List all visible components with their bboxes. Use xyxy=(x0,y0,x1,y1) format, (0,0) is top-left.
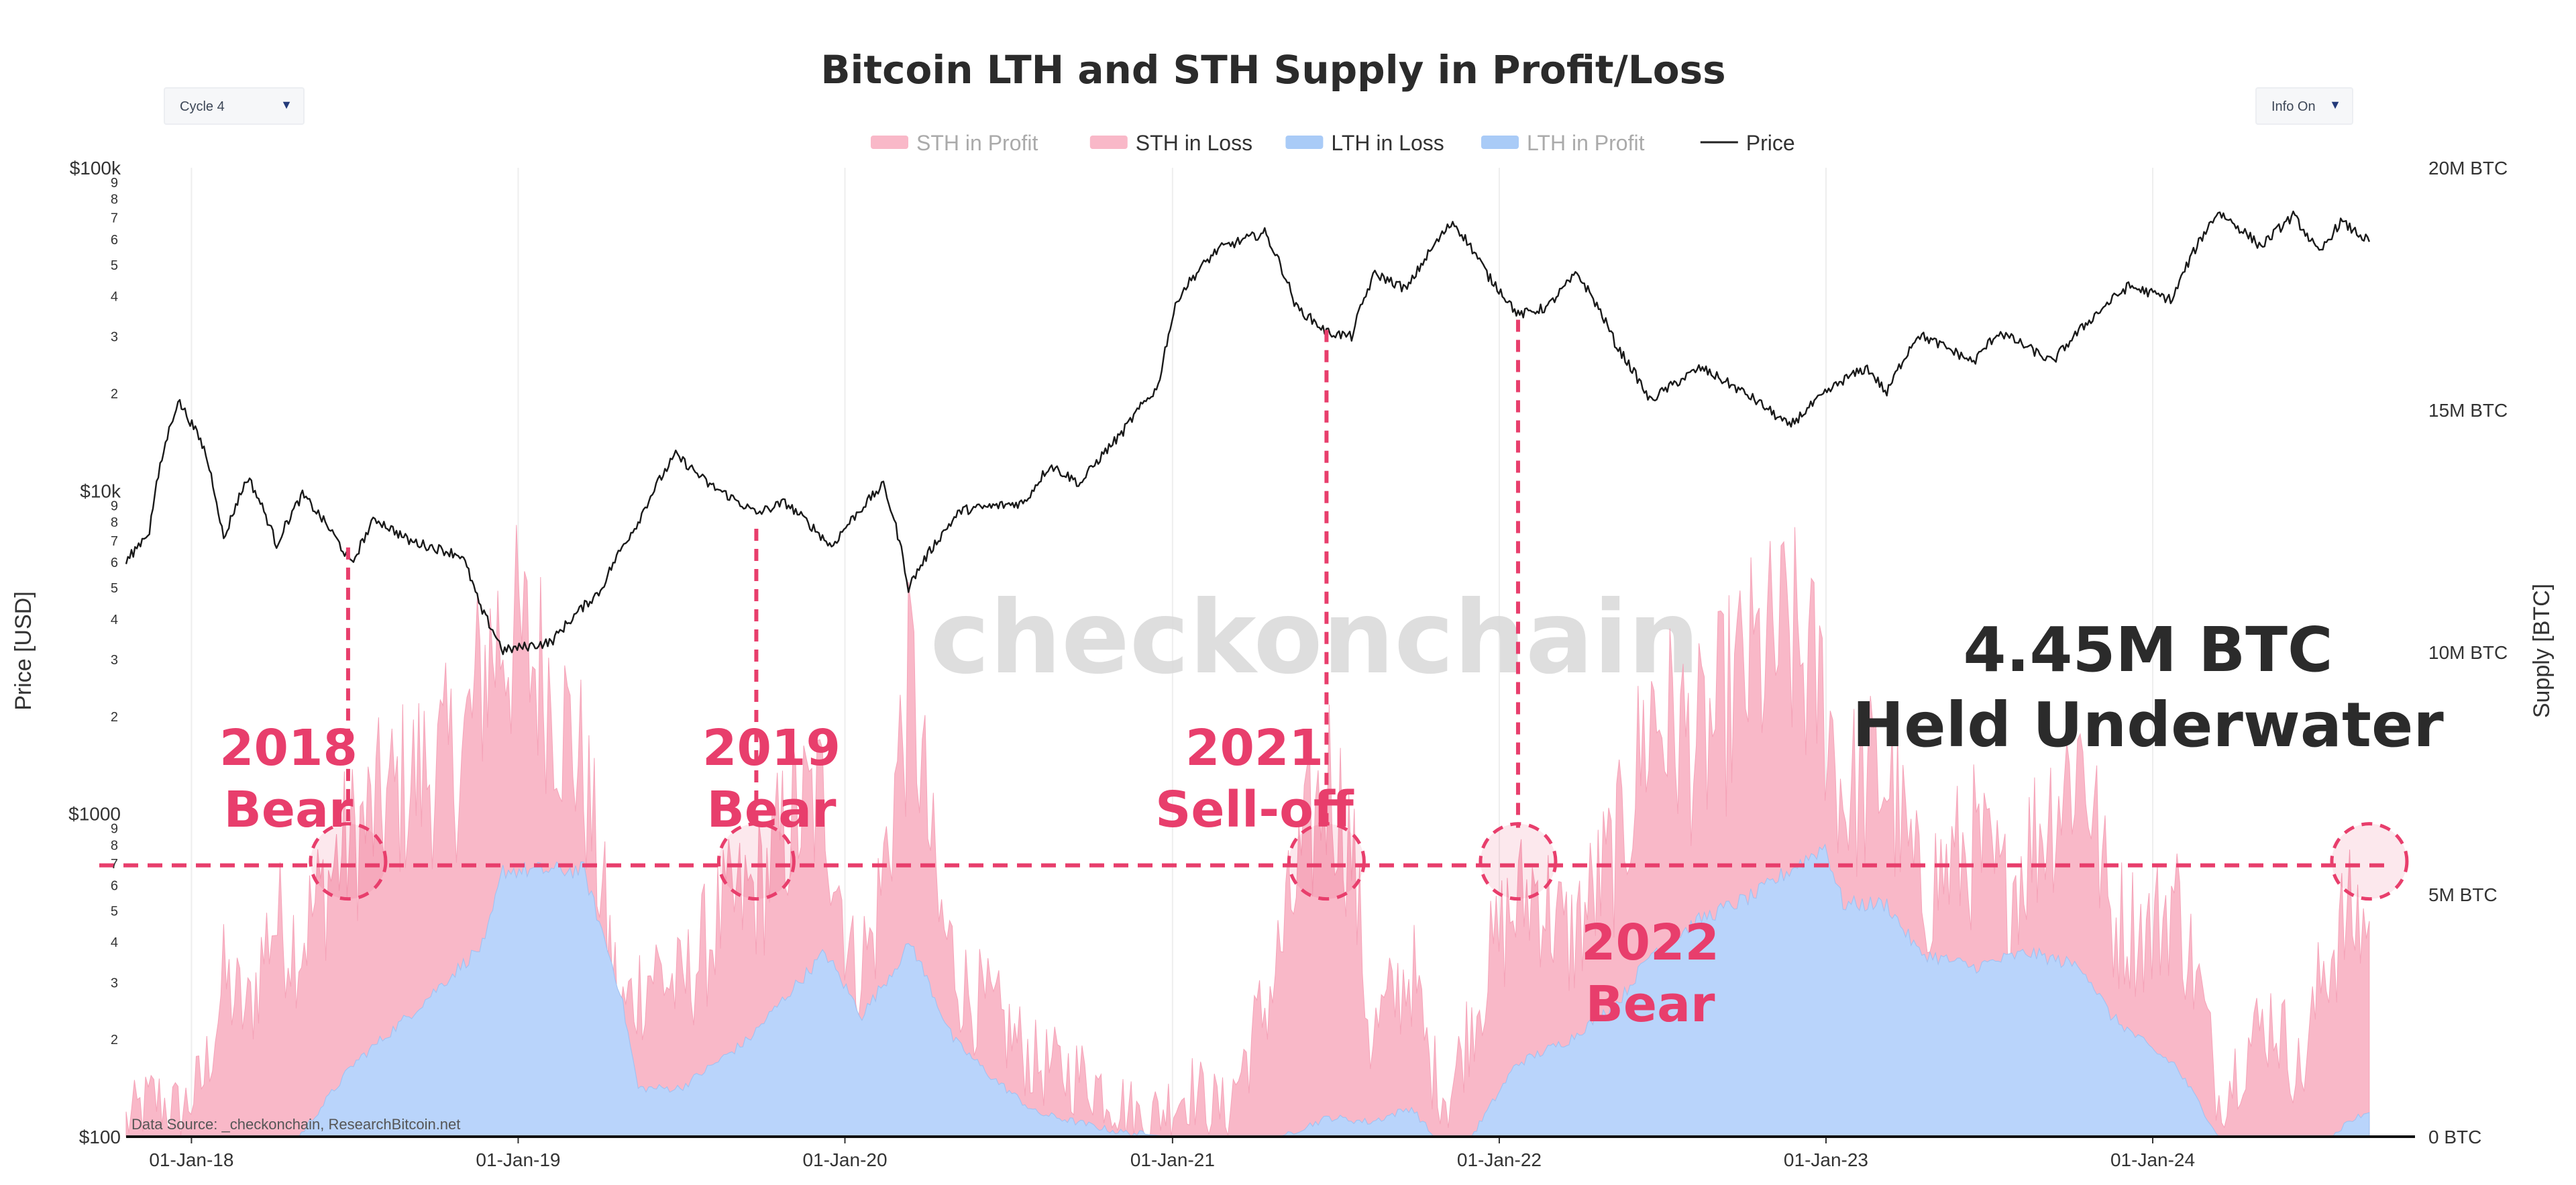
price-line-group xyxy=(125,210,2371,656)
annotation-label: 2021 xyxy=(1185,719,1324,777)
legend-swatch xyxy=(1089,136,1128,149)
annotation-label: Sell-off xyxy=(1155,781,1354,839)
y-left-tick-label: 7 xyxy=(111,211,118,226)
y-left-tick-label: $10k xyxy=(80,480,121,501)
x-tick-label: 01-Jan-21 xyxy=(1130,1149,1215,1170)
annotation-circle xyxy=(2330,822,2409,901)
y-left-tick-label: $1000 xyxy=(68,804,121,825)
y-left-tick-label: $100k xyxy=(70,158,121,178)
y-left-tick-label: 6 xyxy=(111,878,118,893)
y-left-tick-label: 6 xyxy=(111,233,118,248)
annotation-label: 2018 xyxy=(219,719,358,777)
y-right-tick-label: 20M BTC xyxy=(2428,158,2508,178)
headline-line-2: Held Underwater xyxy=(1852,689,2444,761)
annotation-circle xyxy=(1287,822,1366,901)
x-tick-label: 01-Jan-18 xyxy=(149,1149,233,1170)
y-left-tick-label: 8 xyxy=(111,515,118,530)
legend: STH in Profit STH in Loss LTH in Loss LTH i… xyxy=(871,131,1795,155)
y-left-tick-label: 6 xyxy=(111,556,118,570)
y-right-tick-label: 10M BTC xyxy=(2428,642,2508,663)
legend-item[interactable]: LTH in Profit xyxy=(1481,131,1645,155)
x-tick-label: 01-Jan-24 xyxy=(2110,1149,2195,1170)
y-left-tick-label: 9 xyxy=(111,499,118,513)
y-right-tick-label: 5M BTC xyxy=(2428,884,2498,905)
watermark: checkonchain xyxy=(930,580,1699,697)
x-tick-label: 01-Jan-19 xyxy=(476,1149,560,1170)
y-left-tick-label: 7 xyxy=(111,534,118,549)
legend-label: Price xyxy=(1746,131,1795,155)
legend-item[interactable]: STH in Profit xyxy=(871,131,1038,155)
data-source: Data Source: _checkonchain, ResearchBitc… xyxy=(131,1116,460,1133)
y-axis-left-title: Price [USD] xyxy=(11,591,36,711)
y-left-tick-label: 3 xyxy=(111,330,118,345)
chevron-down-icon: ▼ xyxy=(2329,98,2341,111)
annotation-label: 2019 xyxy=(702,719,841,777)
axes: 01-Jan-18 01-Jan-19 01-Jan-20 01-Jan-21 01-J… xyxy=(68,158,2508,1170)
legend-swatch xyxy=(1481,136,1519,149)
annotation-circle xyxy=(1479,822,1558,901)
chevron-down-icon: ▼ xyxy=(280,98,292,111)
y-left-tick-label: 8 xyxy=(111,193,118,207)
headline-line-1: 4.45M BTC xyxy=(1964,614,2333,686)
annotation-circle xyxy=(309,822,388,901)
y-left-tick-label: 2 xyxy=(111,710,118,725)
legend-label: LTH in Loss xyxy=(1331,131,1444,155)
x-tick-label: 01-Jan-22 xyxy=(1457,1149,1542,1170)
y-left-tick-label: 5 xyxy=(111,258,118,273)
chart-title: Bitcoin LTH and STH Supply in Profit/Los… xyxy=(820,47,1725,93)
grid xyxy=(191,168,2154,1137)
y-left-tick-label: 9 xyxy=(111,176,118,191)
y-left-tick-label: 5 xyxy=(111,905,118,919)
y-left-tick-label: 4 xyxy=(111,290,118,305)
y-left-tick-label: 2 xyxy=(111,387,118,401)
y-left-tick-label: 7 xyxy=(111,857,118,872)
y-left-tick-label: 3 xyxy=(111,653,118,668)
annotation-label: Bear xyxy=(1585,976,1715,1033)
price-line xyxy=(125,210,2371,656)
x-tick-label: 01-Jan-23 xyxy=(1784,1149,1868,1170)
annotation-label: 2022 xyxy=(1581,914,1719,972)
info-select[interactable]: Info On ▼ xyxy=(2255,87,2353,125)
legend-item[interactable]: Price xyxy=(1700,131,1795,155)
y-right-tick-label: 15M BTC xyxy=(2428,400,2508,421)
y-left-tick-label: $100 xyxy=(79,1127,121,1147)
y-left-tick-label: 2 xyxy=(111,1033,118,1047)
x-tick-label: 01-Jan-20 xyxy=(802,1149,887,1170)
annotation-circle xyxy=(716,822,796,901)
cycle-select-label: Cycle 4 xyxy=(180,99,225,114)
y-left-tick-label: 4 xyxy=(111,613,118,627)
legend-item[interactable]: STH in Loss xyxy=(1089,131,1252,155)
legend-swatch xyxy=(871,136,908,149)
legend-label: STH in Loss xyxy=(1136,131,1252,155)
annotation-label: Bear xyxy=(223,781,354,839)
y-left-tick-label: 9 xyxy=(111,822,118,837)
y-left-tick-label: 5 xyxy=(111,581,118,596)
y-axis-right-title: Supply [BTC] xyxy=(2529,584,2555,718)
legend-swatch xyxy=(1285,136,1324,149)
legend-label: STH in Profit xyxy=(916,131,1038,155)
legend-label: LTH in Profit xyxy=(1527,131,1645,155)
annotation-label: Bear xyxy=(706,781,837,839)
legend-item[interactable]: LTH in Loss xyxy=(1285,131,1444,155)
info-select-label: Info On xyxy=(2271,99,2316,114)
y-left-tick-label: 3 xyxy=(111,976,118,990)
y-right-tick-label: 0 BTC xyxy=(2428,1127,2481,1147)
y-left-tick-label: 4 xyxy=(111,935,118,950)
y-left-tick-label: 8 xyxy=(111,838,118,853)
cycle-select[interactable]: Cycle 4 ▼ xyxy=(164,87,305,125)
